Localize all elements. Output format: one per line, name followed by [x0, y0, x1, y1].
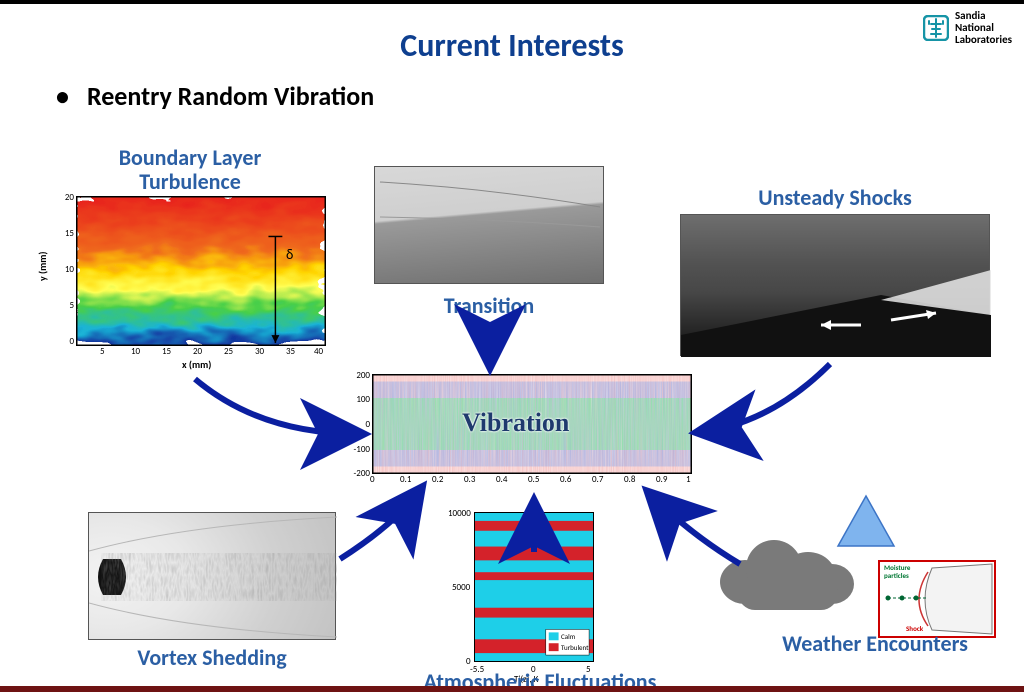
arrow-boundary — [0, 4, 1024, 692]
footer-bar — [0, 686, 1024, 692]
slide-root: Sandia National Laboratories Current Int… — [0, 0, 1024, 692]
